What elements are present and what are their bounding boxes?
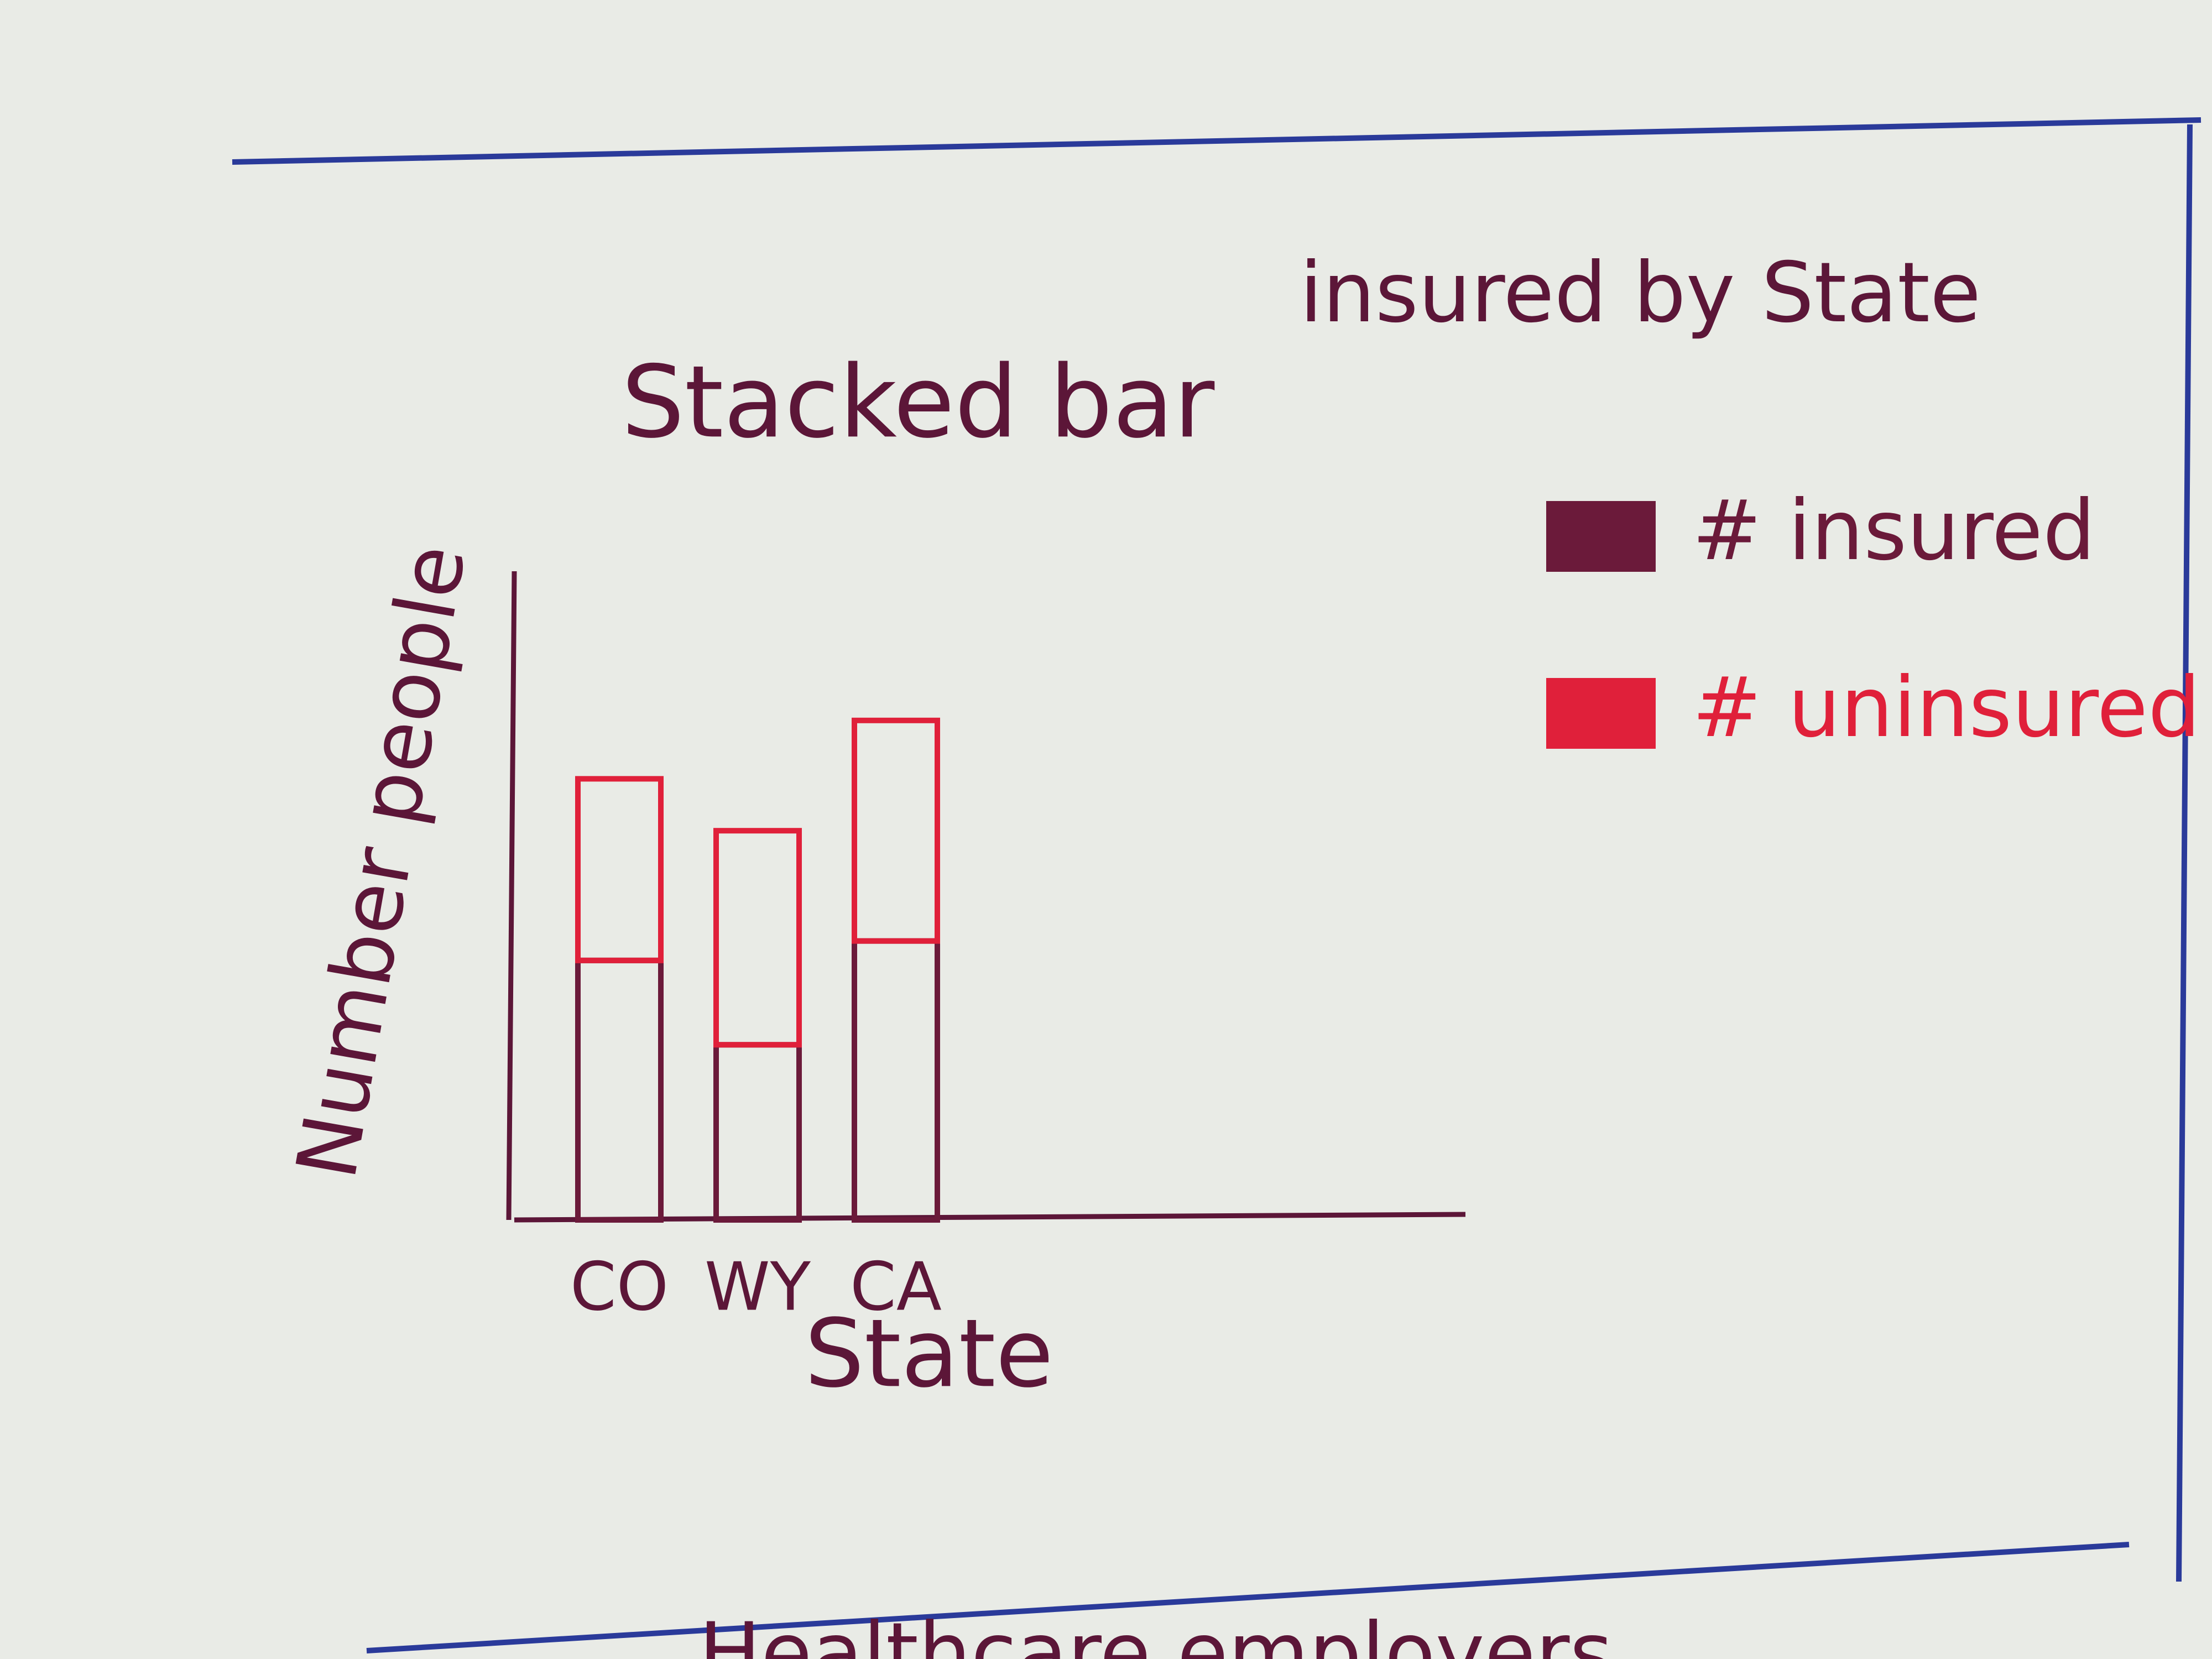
legend-label: # insured [1692,483,2095,579]
legend-swatch [1546,501,1656,572]
section-heading: Healthcare employers [698,1605,1613,1659]
frame-top [232,117,2201,165]
frame-right [2176,124,2193,1582]
legend-swatch [1546,678,1656,749]
chart-title: Stacked bar [622,345,1215,460]
x-tick-label: CA [850,1249,942,1326]
bar-segment [713,828,802,1048]
x-tick-label: CO [570,1249,669,1326]
y-axis [506,571,517,1220]
frame-bottom [366,1542,2130,1653]
x-tick-label: WY [705,1249,811,1326]
x-axis-label: State [805,1299,1053,1408]
chart-subtitle: insured by State [1300,245,1981,341]
bar-segment [575,776,664,963]
legend-label: # uninsured [1692,660,2200,756]
bar-segment [852,717,940,944]
x-axis [514,1212,1466,1223]
